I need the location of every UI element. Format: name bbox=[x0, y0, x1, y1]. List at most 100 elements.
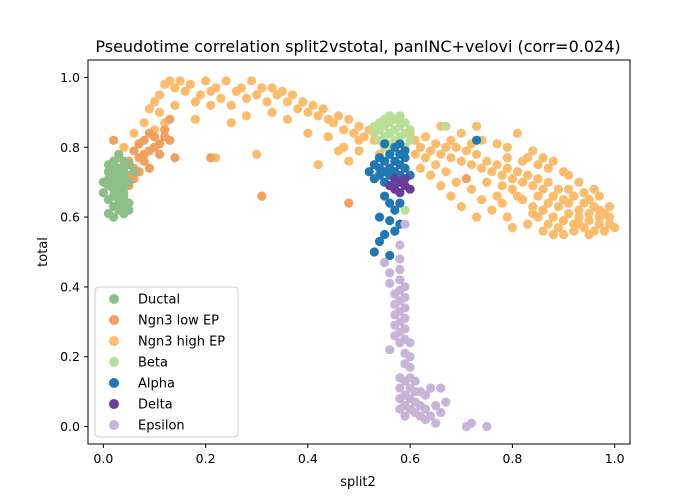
point-ductal bbox=[124, 177, 134, 187]
point-alpha bbox=[369, 247, 379, 257]
point-ngn3-high-ep bbox=[466, 184, 477, 194]
point-alpha bbox=[385, 216, 395, 226]
point-epsilon bbox=[426, 383, 436, 393]
point-ngn3-high-ep bbox=[451, 142, 461, 152]
point-ngn3-high-ep bbox=[221, 76, 231, 86]
point-alpha bbox=[385, 198, 395, 208]
point-epsilon bbox=[400, 292, 410, 302]
point-alpha bbox=[400, 146, 410, 156]
legend-frame bbox=[94, 286, 239, 438]
point-epsilon bbox=[400, 390, 410, 400]
point-beta bbox=[405, 125, 415, 135]
point-ngn3-high-ep bbox=[584, 216, 594, 226]
point-ngn3-high-ep bbox=[482, 156, 492, 166]
point-ngn3-high-ep bbox=[446, 191, 456, 201]
point-ngn3-high-ep bbox=[298, 97, 308, 107]
point-delta bbox=[405, 184, 415, 194]
point-ngn3-high-ep bbox=[574, 177, 584, 187]
point-ngn3-high-ep bbox=[569, 226, 579, 236]
point-alpha bbox=[380, 156, 390, 166]
series-delta bbox=[385, 174, 415, 198]
point-ngn3-high-ep bbox=[303, 107, 313, 117]
point-ngn3-high-ep bbox=[206, 100, 216, 110]
point-ngn3-high-ep bbox=[441, 142, 451, 152]
legend-marker-beta bbox=[109, 357, 119, 367]
point-epsilon bbox=[385, 268, 395, 278]
plot-frame bbox=[87, 59, 631, 445]
points-layer bbox=[98, 76, 620, 432]
legend-label-ngn3-high-ep: Ngn3 high EP bbox=[138, 335, 225, 350]
point-epsilon bbox=[400, 324, 410, 334]
point-ductal bbox=[103, 160, 114, 170]
point-ngn3-high-ep bbox=[461, 146, 471, 156]
point-epsilon bbox=[390, 331, 400, 341]
point-ngn3-high-ep bbox=[497, 170, 507, 180]
point-ngn3-high-ep bbox=[415, 163, 425, 173]
point-ngn3-high-ep bbox=[584, 195, 594, 205]
point-ngn3-high-ep bbox=[190, 114, 200, 124]
point-ngn3-high-ep bbox=[426, 146, 436, 156]
point-ngn3-high-ep bbox=[257, 83, 267, 93]
point-ngn3-high-ep bbox=[344, 156, 354, 166]
point-beta bbox=[385, 111, 395, 121]
point-ngn3-high-ep bbox=[604, 212, 615, 222]
point-ngn3-high-ep bbox=[584, 229, 594, 240]
point-ngn3-high-ep bbox=[339, 125, 349, 135]
point-ngn3-high-ep bbox=[538, 205, 548, 215]
legend-marker-ngn3-low-ep bbox=[109, 315, 119, 325]
point-epsilon bbox=[420, 390, 431, 400]
point-ngn3-low-ep bbox=[170, 153, 180, 163]
x-tick-label: 0.0 bbox=[93, 451, 113, 466]
point-ductal bbox=[129, 167, 139, 177]
point-delta bbox=[395, 188, 405, 198]
point-ngn3-high-ep bbox=[354, 135, 364, 145]
point-alpha bbox=[364, 167, 374, 177]
point-alpha bbox=[380, 139, 390, 149]
point-ngn3-high-ep bbox=[487, 167, 497, 177]
point-ngn3-high-ep bbox=[548, 229, 558, 240]
series-ngn3-low-ep bbox=[109, 114, 471, 215]
point-ngn3-high-ep bbox=[523, 170, 533, 180]
point-ngn3-high-ep bbox=[512, 128, 523, 138]
x-tick-label: 0.6 bbox=[400, 451, 420, 466]
point-ngn3-high-ep bbox=[226, 100, 236, 110]
point-epsilon bbox=[395, 275, 405, 285]
y-tick-label: 0.4 bbox=[60, 279, 80, 294]
point-ngn3-high-ep bbox=[528, 146, 538, 156]
point-ngn3-high-ep bbox=[533, 160, 543, 170]
point-alpha bbox=[380, 191, 390, 201]
point-ngn3-high-ep bbox=[119, 142, 129, 152]
point-epsilon bbox=[441, 397, 451, 407]
point-ngn3-high-ep bbox=[282, 97, 292, 107]
point-ngn3-high-ep bbox=[344, 114, 354, 124]
legend-label-ngn3-low-ep: Ngn3 low EP bbox=[138, 314, 219, 329]
point-ngn3-high-ep bbox=[543, 163, 553, 173]
point-ngn3-high-ep bbox=[420, 153, 431, 163]
point-ngn3-high-ep bbox=[502, 163, 512, 173]
point-ngn3-high-ep bbox=[129, 128, 139, 138]
point-ngn3-low-ep bbox=[129, 146, 139, 156]
point-epsilon bbox=[380, 257, 390, 268]
point-ngn3-high-ep bbox=[518, 156, 528, 166]
point-ngn3-high-ep bbox=[558, 229, 569, 240]
point-ngn3-high-ep bbox=[410, 149, 420, 159]
point-ngn3-high-ep bbox=[247, 76, 257, 86]
point-epsilon bbox=[466, 418, 477, 428]
point-ngn3-high-ep bbox=[610, 223, 620, 233]
point-ngn3-high-ep bbox=[487, 205, 497, 215]
point-ngn3-high-ep bbox=[543, 198, 553, 208]
point-ngn3-high-ep bbox=[589, 184, 599, 194]
point-ngn3-high-ep bbox=[349, 128, 359, 138]
x-axis: 0.0 0.2 0.4 0.6 0.8 1.0 bbox=[93, 444, 625, 466]
point-ngn3-high-ep bbox=[431, 139, 441, 149]
point-alpha bbox=[395, 139, 405, 149]
point-ngn3-high-ep bbox=[436, 149, 446, 159]
legend-label-ductal: Ductal bbox=[138, 293, 180, 308]
point-ngn3-high-ep bbox=[195, 90, 206, 100]
point-ductal bbox=[109, 212, 119, 222]
point-ngn3-high-ep bbox=[507, 223, 517, 233]
point-alpha bbox=[395, 198, 405, 208]
point-ngn3-high-ep bbox=[420, 132, 431, 142]
series-ngn3-high-ep bbox=[119, 76, 620, 240]
point-ngn3-high-ep bbox=[512, 191, 523, 201]
